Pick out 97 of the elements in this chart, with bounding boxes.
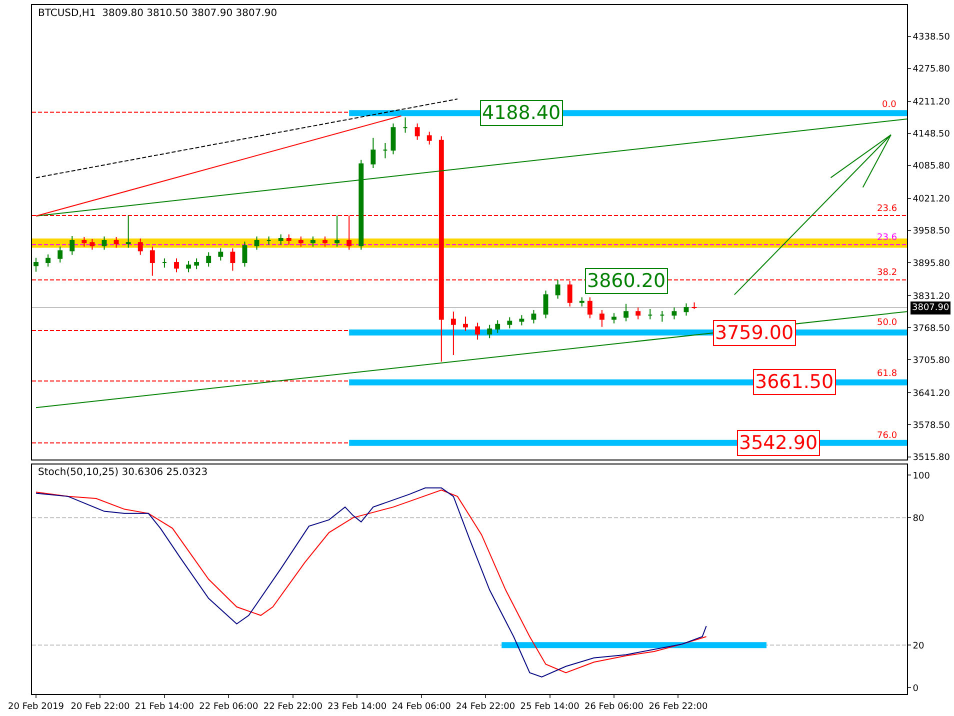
annotation: 38.2: [877, 268, 898, 278]
candlestick: [90, 238, 95, 250]
candlestick: [194, 258, 200, 270]
candlestick: [370, 137, 376, 168]
candlestick: [114, 236, 119, 248]
candlestick: [242, 241, 248, 268]
x-tick-label: 26 Feb 22:00: [648, 702, 708, 712]
candlestick: [555, 279, 560, 300]
x-tick-label: 22 Feb 06:00: [199, 702, 258, 712]
candlestick: [475, 322, 480, 340]
candlestick: [174, 258, 179, 273]
x-tick-label: 21 Feb 14:00: [134, 702, 194, 712]
candlestick: [218, 248, 224, 261]
candlestick: [34, 257, 38, 272]
annotation: 61.8: [877, 369, 898, 379]
candlestick: [519, 314, 524, 326]
x-tick-label: 20 Feb 22:00: [70, 702, 130, 712]
candlestick: [450, 311, 456, 356]
y-tick-label: 3641.20: [912, 388, 950, 399]
chart-title: Stoch(50,10,25) 30.6306 25.0323: [38, 467, 208, 478]
candlestick: [70, 235, 75, 256]
candlestick: [206, 252, 212, 268]
candlestick: [531, 310, 536, 324]
y-tick-label: 4275.80: [912, 64, 950, 75]
annotation: 50.0: [877, 318, 898, 328]
y-tick-label: 3768.50: [912, 324, 950, 334]
candlestick: [46, 254, 51, 268]
candlestick: [414, 123, 420, 140]
candlestick: [126, 215, 131, 248]
y-tick-label: 4338.50: [912, 32, 950, 43]
candlestick: [672, 306, 677, 320]
candlestick: [162, 258, 167, 268]
x-tick-label: 25 Feb 14:00: [520, 702, 580, 712]
candlestick: [587, 296, 592, 319]
x-tick-label: 24 Feb 06:00: [392, 702, 452, 712]
candlestick: [266, 236, 272, 246]
candlestick: [58, 246, 63, 264]
y-tick-label: 3831.20: [912, 292, 950, 302]
candlestick: [599, 310, 604, 328]
annotation: 76.0: [877, 431, 898, 441]
candlestick: [543, 290, 548, 319]
candlestick: [426, 131, 432, 145]
chart-title: BTCUSD,H1 3809.80 3810.50 3807.90 3807.90: [38, 8, 278, 19]
y-tick-label: 100: [912, 471, 930, 482]
annotation: 0.0: [882, 100, 897, 110]
y-tick-label: 0: [912, 684, 919, 694]
x-tick-label: 26 Feb 06:00: [584, 702, 644, 712]
candlestick: [286, 234, 292, 246]
candlestick: [692, 302, 697, 310]
y-tick-label: 3895.80: [912, 258, 950, 269]
candlestick: [138, 238, 143, 256]
candlestick: [660, 310, 665, 322]
candlestick: [230, 248, 236, 272]
candlestick: [612, 312, 616, 324]
y-tick-label: 4148.50: [912, 130, 950, 140]
annotation: 3661.50: [755, 371, 834, 393]
y-tick-label: 4211.20: [912, 98, 950, 108]
candlestick: [648, 308, 653, 320]
candlestick: [310, 236, 316, 248]
candlestick: [463, 316, 468, 332]
candlestick: [684, 302, 689, 316]
candlestick: [102, 236, 107, 250]
candlestick: [487, 324, 492, 339]
y-tick-label: 20: [912, 641, 925, 652]
x-tick-label: 20 Feb 2019: [8, 702, 64, 712]
y-tick-label: 3578.50: [912, 420, 950, 431]
x-tick-label: 22 Feb 22:00: [263, 702, 323, 712]
candlestick: [624, 303, 628, 322]
candlestick: [82, 236, 87, 248]
y-tick-label: 3958.50: [912, 226, 950, 237]
y-tick-label: 80: [912, 514, 925, 524]
candlestick: [402, 116, 408, 134]
x-tick-label: 23 Feb 14:00: [328, 702, 387, 712]
ref-line-label: 3807.90: [912, 303, 950, 313]
candlestick: [495, 320, 500, 334]
candlestick: [298, 236, 304, 248]
candlestick: [507, 316, 512, 329]
annotation: 3542.90: [739, 432, 818, 454]
y-tick-label: 3515.80: [912, 452, 950, 463]
y-tick-label: 4085.80: [912, 162, 950, 172]
candlestick: [636, 306, 641, 320]
y-tick-label: 4021.20: [912, 194, 950, 205]
candlestick: [278, 234, 284, 246]
x-tick-label: 24 Feb 22:00: [456, 702, 516, 712]
annotation: 4188.40: [482, 102, 561, 124]
annotation: 3759.00: [715, 322, 794, 344]
y-tick-label: 3705.80: [912, 356, 950, 366]
candlestick: [390, 123, 396, 155]
candlestick: [322, 236, 328, 248]
annotation: 3860.20: [587, 270, 666, 292]
annotation: 23.6: [877, 204, 898, 214]
candlestick: [334, 215, 340, 248]
candlestick: [254, 236, 260, 250]
candlestick: [186, 260, 191, 273]
candlestick: [382, 142, 388, 159]
candlestick: [150, 246, 155, 276]
candlestick: [579, 296, 584, 307]
